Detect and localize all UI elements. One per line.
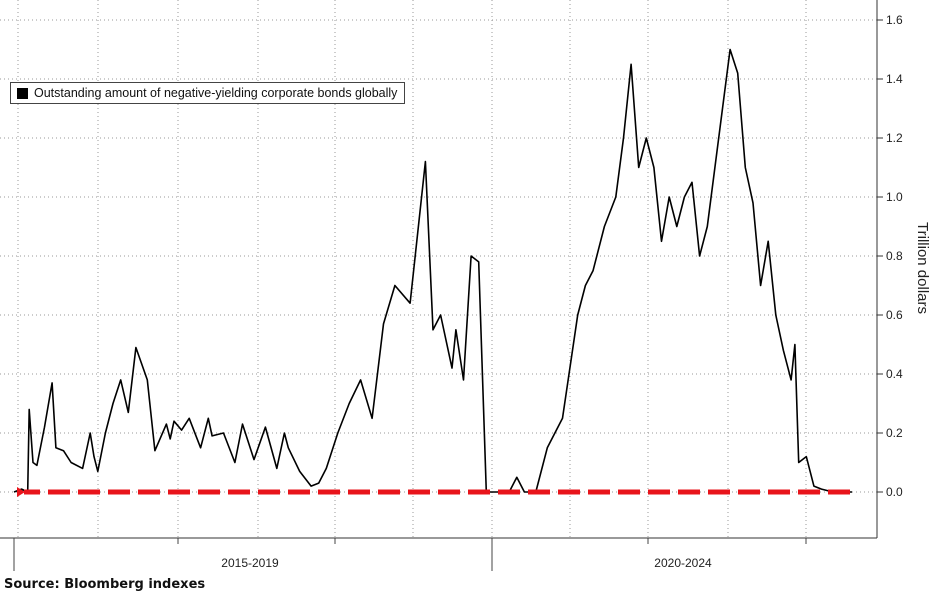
y-tick-label: 0.2 <box>886 426 903 440</box>
y-tick-label: 0.4 <box>886 367 903 381</box>
axes: 0.0 0.2 0.4 0.6 0.8 1.0 1.2 1.4 1.6 2015-2019 2020… <box>0 0 903 571</box>
legend-swatch <box>17 87 28 99</box>
y-tick-label: 0.6 <box>886 308 903 322</box>
series-layer <box>13 48 852 493</box>
y-tick-label: 0.0 <box>886 485 903 499</box>
gridlines <box>0 0 877 538</box>
x-period-label: 2020-2024 <box>654 556 712 570</box>
legend-label: Outstanding amount of negative-yielding … <box>34 86 398 100</box>
y-tick-label: 1.6 <box>886 13 903 27</box>
y-tick-label: 1.0 <box>886 190 903 204</box>
source-note: Source: Bloomberg indexes <box>4 577 206 592</box>
legend: Outstanding amount of negative-yielding … <box>10 82 406 104</box>
y-axis-title: Trillion dollars <box>914 222 931 314</box>
y-tick-label: 1.2 <box>886 131 903 145</box>
x-period-label: 2015-2019 <box>221 556 279 570</box>
series-line <box>13 48 852 493</box>
y-tick-label: 1.4 <box>886 72 903 86</box>
y-tick-label: 0.8 <box>886 249 903 263</box>
